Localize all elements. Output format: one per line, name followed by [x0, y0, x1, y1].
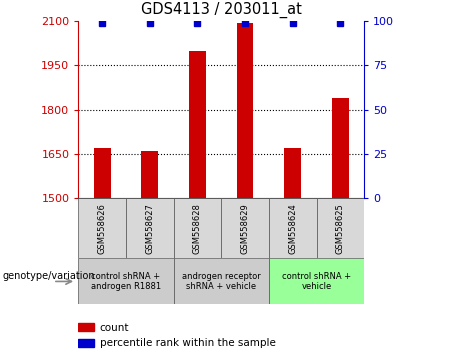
FancyBboxPatch shape — [174, 198, 221, 258]
Bar — [94, 148, 111, 198]
Text: control shRNA +
androgen R1881: control shRNA + androgen R1881 — [91, 272, 161, 291]
Bar — [332, 98, 349, 198]
Text: percentile rank within the sample: percentile rank within the sample — [100, 338, 276, 348]
Bar — [78, 339, 94, 347]
Text: GSM558626: GSM558626 — [98, 203, 106, 254]
Bar — [189, 51, 206, 198]
FancyBboxPatch shape — [317, 198, 364, 258]
Text: androgen receptor
shRNA + vehicle: androgen receptor shRNA + vehicle — [182, 272, 260, 291]
FancyBboxPatch shape — [174, 258, 269, 304]
FancyBboxPatch shape — [126, 198, 174, 258]
Bar — [142, 151, 158, 198]
Text: GSM558624: GSM558624 — [288, 203, 297, 254]
Title: GDS4113 / 203011_at: GDS4113 / 203011_at — [141, 2, 301, 18]
Text: count: count — [100, 322, 129, 332]
FancyBboxPatch shape — [269, 198, 317, 258]
Text: genotype/variation: genotype/variation — [2, 271, 95, 281]
Text: GSM558628: GSM558628 — [193, 203, 202, 254]
FancyBboxPatch shape — [78, 198, 126, 258]
Text: GSM558625: GSM558625 — [336, 203, 345, 254]
Bar — [284, 148, 301, 198]
Bar — [78, 324, 94, 331]
FancyBboxPatch shape — [78, 258, 174, 304]
Text: control shRNA +
vehicle: control shRNA + vehicle — [282, 272, 351, 291]
Text: GSM558627: GSM558627 — [145, 203, 154, 254]
FancyBboxPatch shape — [269, 258, 364, 304]
FancyBboxPatch shape — [221, 198, 269, 258]
Bar — [237, 23, 254, 198]
Text: GSM558629: GSM558629 — [241, 203, 249, 254]
